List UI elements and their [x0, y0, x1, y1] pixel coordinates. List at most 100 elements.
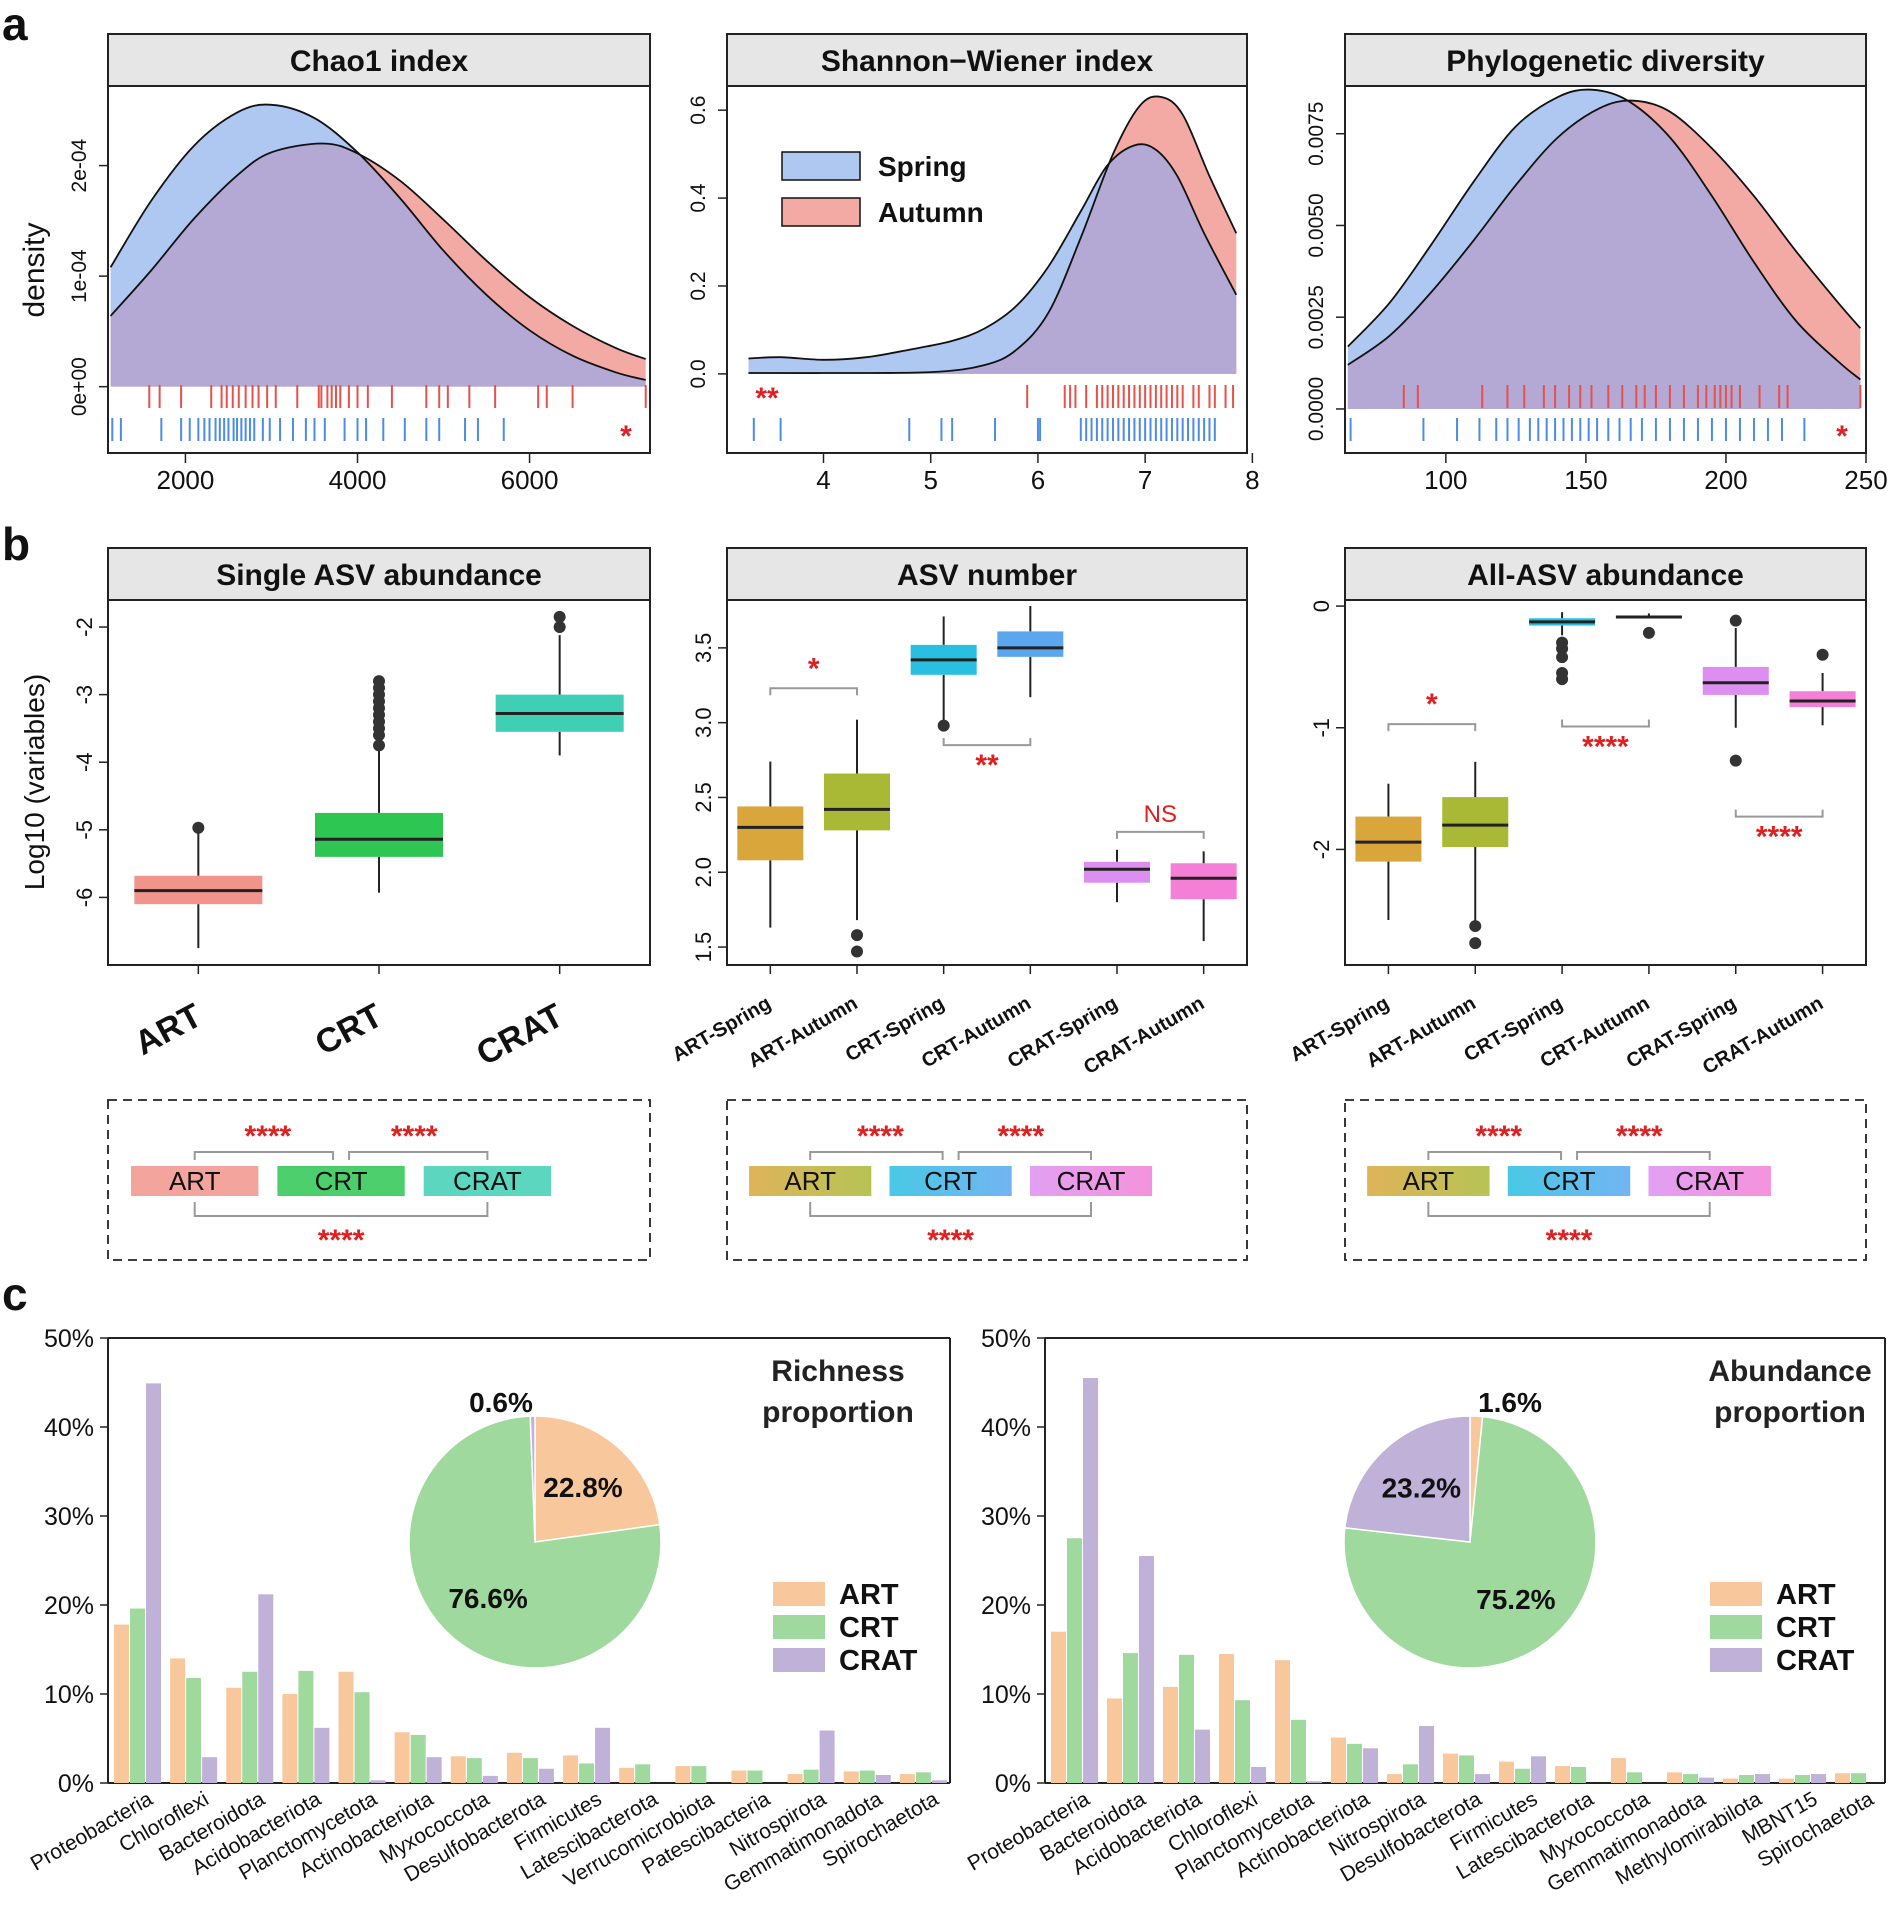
bar-art: [1667, 1772, 1682, 1783]
y-tick-label: 2.5: [691, 782, 716, 813]
box-outlier: [1556, 642, 1569, 655]
legend-label: ART: [1776, 1579, 1836, 1611]
box-outlier: [1469, 937, 1482, 950]
chart-title: proportion: [1714, 1396, 1866, 1429]
x-tick-label: ART: [129, 996, 209, 1062]
bar-crt: [1627, 1772, 1642, 1783]
y-tick-label: 40%: [44, 1414, 94, 1442]
bar-art: [563, 1755, 579, 1783]
bar-art: [170, 1658, 186, 1783]
significance-bracket: [193, 1151, 335, 1160]
box-outlier: [1469, 920, 1482, 933]
box-outlier: [1642, 626, 1655, 639]
y-tick-label: 0.2: [687, 271, 710, 300]
legend-swatch-crt: [1710, 1615, 1762, 1639]
x-tick-label: 4000: [329, 465, 387, 495]
box-chart-asvnum: ASV numberART-SpringART-AutumnCRT-Spring…: [669, 547, 1248, 1079]
bar-crt: [691, 1766, 707, 1783]
group-label: CRT: [924, 1166, 977, 1196]
box-art-autumn: [824, 773, 890, 831]
bar-crt: [635, 1764, 651, 1783]
box-art-spring: [737, 806, 804, 861]
spring-density-line: [1347, 88, 1861, 381]
bar-art: [1387, 1774, 1402, 1783]
group-bar-crt: [277, 1166, 405, 1196]
bar-crt: [1235, 1700, 1250, 1783]
box-art-spring: [1355, 816, 1422, 862]
y-tick-label: 50%: [44, 1325, 94, 1353]
box-outlier: [1816, 648, 1829, 661]
box-outlier: [851, 929, 863, 942]
significance-bracket: [1576, 1151, 1711, 1160]
y-tick-label: 0.0075: [1305, 102, 1328, 166]
significance-label: *: [1426, 688, 1438, 721]
bar-crat: [370, 1780, 386, 1783]
density-chart-chao1: Chao1 index * 2000 4000 6000 0e+00 1e-04 2e-04 d…: [18, 33, 651, 495]
bar-crt: [130, 1608, 145, 1783]
y-tick-label: -3: [72, 685, 97, 705]
y-tick-label: -6: [72, 888, 97, 908]
significance-bracket: [1561, 719, 1650, 728]
y-tick-label: 0.0: [687, 359, 710, 388]
box-outlier: [937, 719, 950, 732]
x-tick-label: 6000: [501, 465, 559, 495]
bar-crt: [1851, 1773, 1866, 1783]
pie-label: 76.6%: [448, 1583, 527, 1614]
significance-label: NS: [1144, 801, 1177, 828]
significance-label: ****: [1475, 1120, 1522, 1153]
legend-label: CRAT: [839, 1645, 918, 1677]
significance-bracket: [769, 687, 858, 696]
bar-crt: [747, 1770, 763, 1783]
bar-crt: [466, 1758, 482, 1783]
group-bar-art: [749, 1166, 872, 1196]
box-crat-spring: [1702, 666, 1769, 695]
group-bar-crat: [423, 1166, 552, 1196]
chart-title: Abundance: [1708, 1355, 1871, 1388]
legend-swatch-crat: [773, 1648, 825, 1672]
chart-title: All-ASV abundance: [1467, 559, 1744, 592]
group-bar-crat: [1648, 1166, 1771, 1196]
bar-crat: [819, 1730, 835, 1783]
significance-bracket: [809, 1151, 944, 1160]
pie-label: 23.2%: [1382, 1472, 1461, 1503]
panel-label-a: a: [2, 0, 28, 50]
x-tick-label: 150: [1564, 465, 1607, 495]
pie-slice-crt: [408, 1415, 662, 1669]
bar-crat: [1699, 1777, 1714, 1783]
bar-art: [675, 1766, 691, 1783]
significance-bracket: [348, 1151, 489, 1160]
group-label: CRAT: [453, 1166, 522, 1196]
bar-art: [1499, 1761, 1514, 1783]
group-bar-crt: [889, 1166, 1012, 1196]
bar-crt: [1683, 1774, 1698, 1783]
y-tick-label: 1.5: [691, 932, 716, 963]
y-tick-label: 0%: [58, 1770, 94, 1798]
bar-crat: [1083, 1378, 1098, 1783]
bar-art: [731, 1770, 747, 1783]
bar-crt: [915, 1772, 931, 1783]
significance-label: **: [755, 382, 779, 415]
group-bar-crt: [1507, 1166, 1631, 1196]
bar-art: [1555, 1766, 1570, 1783]
strip-background: [1344, 33, 1867, 87]
y-tick-label: 40%: [981, 1414, 1031, 1442]
significance-label: ****: [997, 1120, 1044, 1153]
bar-art: [282, 1694, 298, 1783]
spring-density-line: [109, 103, 646, 381]
chart-title: Single ASV abundance: [216, 559, 542, 592]
box-outlier: [1729, 614, 1742, 627]
strip-background: [107, 33, 651, 87]
box-crat-autumn: [1170, 863, 1237, 900]
significance-label: ****: [1546, 1224, 1593, 1257]
y-axis-label: Log10 (variables): [19, 674, 50, 890]
bar-art: [899, 1774, 915, 1783]
group-label: ART: [784, 1166, 836, 1196]
bar-crat: [1475, 1774, 1490, 1783]
chart-title: Chao1 index: [290, 45, 469, 78]
significance-label: *: [1836, 420, 1848, 453]
y-tick-label: -2: [72, 617, 97, 637]
bar-crat: [1251, 1766, 1266, 1783]
bar-art: [338, 1671, 354, 1783]
y-tick-label: 3.5: [691, 633, 716, 664]
pie-label: 22.8%: [543, 1472, 622, 1503]
